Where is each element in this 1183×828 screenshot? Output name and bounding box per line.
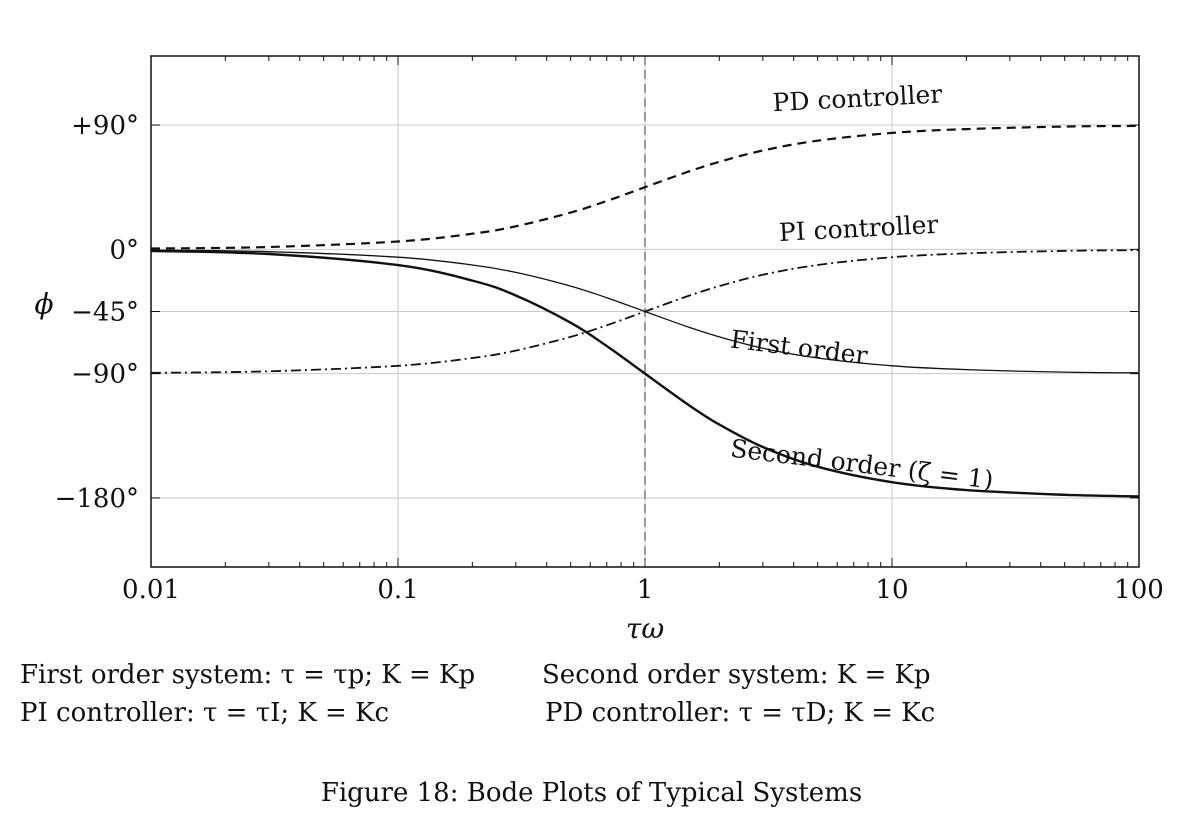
- y-tick-label-0: +90°: [71, 111, 139, 141]
- bode-phase-chart: 0.01 0.1 1 10 100 +90° 0° −45° −90° −180° PD con…: [34, 55, 1164, 645]
- curve-label-pd: PD controller: [772, 79, 943, 117]
- note-first-order: First order system: τ = τp; K = Kp: [20, 660, 476, 690]
- curve-labels: PD controller PI controller First order Sec…: [729, 79, 995, 494]
- series-line-first: [150, 249, 1140, 374]
- x-tick-label-3: 10: [875, 575, 908, 605]
- curve-label-pi: PI controller: [778, 210, 939, 247]
- series-line-pi: [150, 249, 1140, 374]
- x-tick-label-0: 0.01: [122, 575, 180, 605]
- series-layer: [150, 124, 1140, 498]
- x-tick-labels: 0.01 0.1 1 10 100: [122, 575, 1164, 605]
- figure-caption: Figure 18: Bode Plots of Typical Systems: [320, 778, 863, 808]
- curve-label-first: First order: [729, 325, 869, 371]
- note-second-order: Second order system: K = Kp: [542, 660, 931, 690]
- y-axis-label: ϕ: [34, 288, 53, 321]
- x-tick-label-1: 0.1: [377, 575, 418, 605]
- series-line-pd: [150, 124, 1140, 250]
- y-tick-label-2: −45°: [71, 298, 139, 328]
- x-tick-label-2: 1: [637, 575, 654, 605]
- y-tick-label-1: 0°: [109, 235, 139, 265]
- series-line-second: [150, 249, 1140, 498]
- note-pd-controller: PD controller: τ = τD; K = Kc: [545, 698, 936, 728]
- x-tick-label-4: 100: [1114, 575, 1164, 605]
- y-tick-label-4: −180°: [55, 484, 139, 514]
- curve-label-second: Second order (ζ = 1): [729, 434, 995, 495]
- plot-frame: [150, 55, 1140, 568]
- y-tick-labels: +90° 0° −45° −90° −180°: [55, 111, 139, 514]
- x-axis-label: τω: [626, 612, 664, 645]
- note-pi-controller: PI controller: τ = τI; K = Kc: [20, 698, 390, 728]
- y-tick-label-3: −90°: [71, 360, 139, 390]
